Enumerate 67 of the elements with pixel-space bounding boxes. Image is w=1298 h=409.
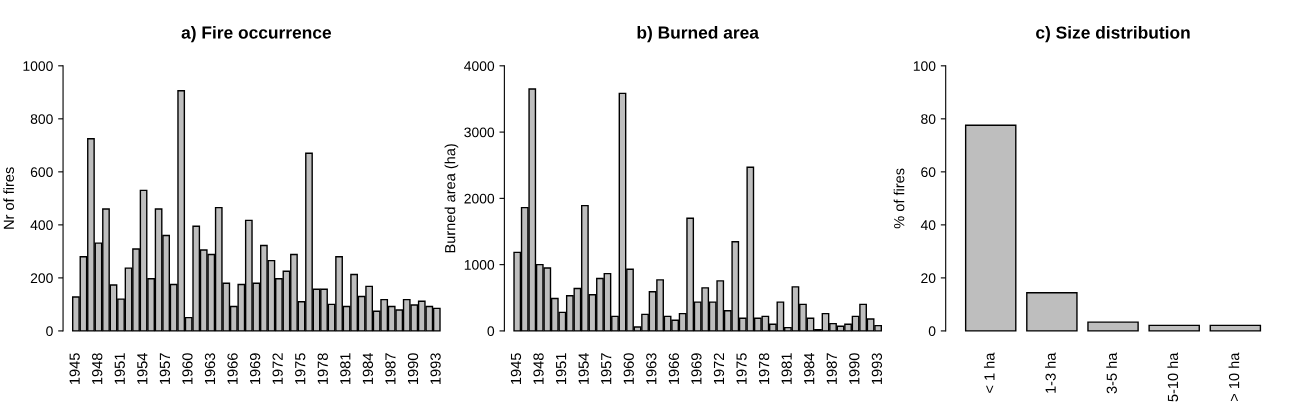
y-tick-label: 600 [30,167,53,178]
x-tick-label: 1954 [137,353,148,384]
x-tick-label: 1972 [272,353,283,384]
x-tick-label: 1993 [430,353,441,384]
x-tick-label: 1945 [510,353,522,384]
x-tick-label: 1945 [69,353,80,384]
y-tick-label: 100 [913,61,936,71]
x-tick-label: 1969 [249,353,261,384]
chart-title: b) Burned area [637,25,760,43]
x-tick-label: 1969 [691,353,702,384]
y-axis-title: Nr of fires [3,167,14,229]
x-tick-label: 1966 [227,353,238,384]
x-tick-label: 1972 [713,353,725,384]
y-axis-title: Burned area (ha) [444,144,459,253]
x-tick-label: 1966 [668,353,680,384]
y-tick-label: 0 [46,326,53,337]
x-tick-label: 1957 [601,353,612,384]
x-tick-label: 3-5 ha [1106,352,1117,394]
x-tick-label: 1957 [159,353,171,384]
y-tick-label: 0 [487,326,495,337]
y-tick-label: 20 [921,273,936,284]
x-tick-label: 5-10 ha [1167,352,1179,402]
bar [1148,324,1200,332]
bar [1026,292,1078,332]
x-tick-label: 1954 [578,353,589,384]
x-tick-label: 1987 [385,353,396,384]
x-tick-label: < 1 ha [983,352,995,393]
y-tick-label: 0 [928,326,936,337]
x-tick-label: 1948 [92,353,103,384]
bar [1209,324,1262,332]
x-tick-label: 1975 [295,353,306,384]
y-tick-label: 200 [30,273,53,284]
y-tick-label: 80 [921,114,936,125]
y-tick-label: 2000 [464,193,495,204]
x-tick-label: 1978 [317,353,328,384]
y-axis-title: % of fires [893,168,905,229]
x-tick-label: 1963 [646,353,657,384]
y-tick-label: 60 [921,167,936,178]
x-tick-label: 1993 [871,353,883,384]
x-tick-label: 1978 [758,353,770,384]
x-tick-label: 1951 [114,353,125,384]
x-tick-label: 1981 [340,353,351,384]
bar [964,124,1017,332]
y-tick-label: 1000 [464,259,495,270]
x-tick-label: 1951 [555,353,567,384]
x-tick-label: 1981 [781,353,792,384]
x-tick-label: 1948 [533,353,544,384]
x-tick-label: 1960 [623,353,634,384]
x-tick-label: > 10 ha [1228,352,1240,401]
x-tick-label: 1960 [182,353,193,384]
y-tick-label: 400 [30,220,53,231]
chart-title: a) Fire occurrence [181,25,332,43]
x-tick-label: 1984 [804,353,815,384]
y-tick-label: 3000 [464,127,495,138]
y-tick-label: 40 [920,220,936,231]
x-tick-label: 1990 [407,353,419,384]
x-tick-label: 1987 [826,353,837,384]
bar [1087,321,1139,332]
x-tick-label: 1975 [736,353,747,384]
y-tick-label: 4000 [464,61,495,71]
x-tick-label: 1963 [204,353,216,384]
chart-title: c) Size distribution [1036,25,1190,43]
y-tick-label: 800 [30,114,53,125]
x-tick-label: 1990 [849,353,860,384]
x-tick-label: 1-3 ha [1045,352,1056,393]
x-tick-label: 1984 [362,353,374,384]
y-tick-label: 1000 [23,61,53,71]
